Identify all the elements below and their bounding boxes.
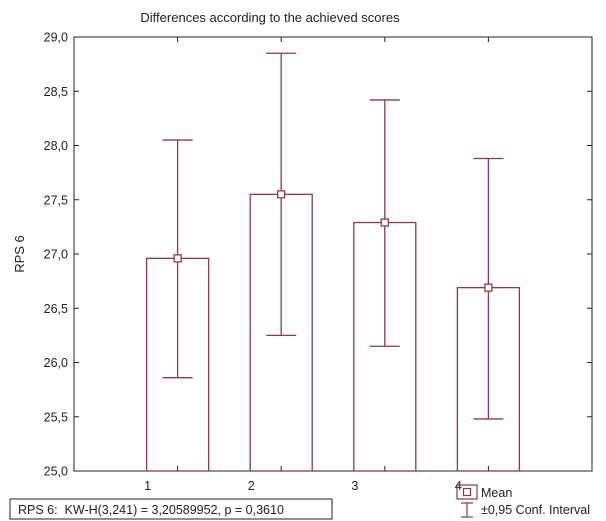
mean-marker-2 bbox=[277, 190, 286, 199]
mean-marker-1 bbox=[173, 254, 182, 263]
stats-box: RPS 6: KW-H(3,241) = 3,20589952, p = 0,3… bbox=[9, 498, 333, 520]
y-tick-label: 27,5 bbox=[44, 193, 68, 207]
conf-interval-group bbox=[162, 52, 504, 420]
mean-marker-4 bbox=[484, 283, 493, 292]
y-tick-label: 28,0 bbox=[44, 139, 68, 153]
bars-group bbox=[145, 193, 521, 472]
x-tick-label: 1 bbox=[144, 479, 151, 493]
y-tick-label: 29,0 bbox=[44, 31, 68, 45]
x-tick-label: 2 bbox=[248, 479, 255, 493]
y-tick-label: 26,0 bbox=[44, 356, 68, 370]
legend-ci-symbol bbox=[461, 502, 473, 518]
plot-frame bbox=[73, 36, 593, 472]
y-axis: 25,0 25,5 26,0 26,5 27,0 27,5 28,0 28,5 29,0 bbox=[44, 31, 592, 479]
stats-text: RPS 6: KW-H(3,241) = 3,20589952, p = 0,3… bbox=[18, 503, 284, 517]
legend: Mean ±0,95 Conf. Interval bbox=[456, 484, 590, 518]
x-tick-label: 3 bbox=[351, 479, 358, 493]
x-tick-label: 4 bbox=[455, 479, 462, 493]
y-tick-label: 27,0 bbox=[44, 248, 68, 262]
y-tick-label: 25,5 bbox=[44, 410, 68, 424]
legend-mean-marker bbox=[462, 487, 472, 497]
mean-marker-3 bbox=[380, 218, 389, 227]
legend-mean-label: Mean bbox=[481, 486, 512, 500]
y-tick-label: 28,5 bbox=[44, 85, 68, 99]
legend-mean-symbol bbox=[456, 484, 478, 500]
chart-title: Differences according to the achieved sc… bbox=[140, 10, 400, 25]
y-axis-label: RPS 6 bbox=[12, 235, 27, 273]
x-axis: 1 2 3 4 bbox=[73, 37, 593, 493]
y-tick-label: 26,5 bbox=[44, 302, 68, 316]
legend-ci-label: ±0,95 Conf. Interval bbox=[481, 503, 590, 517]
y-tick-label: 25,0 bbox=[44, 465, 68, 479]
